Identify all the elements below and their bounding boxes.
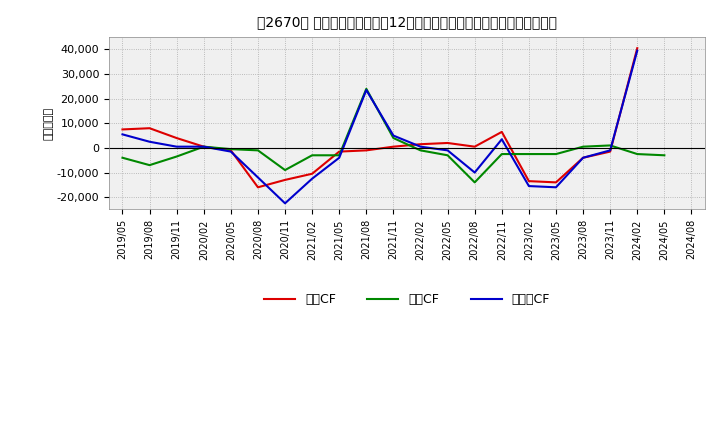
営業CF	[172, 136, 181, 141]
営業CF	[227, 148, 235, 153]
投資CF	[362, 86, 371, 92]
フリーCF	[335, 155, 343, 161]
投資CF	[444, 153, 452, 158]
営業CF	[281, 177, 289, 183]
投資CF	[470, 180, 479, 185]
投資CF	[606, 143, 614, 148]
フリーCF	[227, 149, 235, 154]
営業CF	[579, 155, 588, 161]
投資CF	[389, 136, 397, 141]
投資CF	[525, 151, 534, 157]
Y-axis label: （百万円）: （百万円）	[44, 107, 54, 140]
投資CF	[172, 154, 181, 159]
フリーCF	[362, 88, 371, 93]
フリーCF	[633, 48, 642, 53]
フリーCF	[118, 132, 127, 137]
Line: 投資CF: 投資CF	[122, 89, 665, 182]
投資CF	[145, 162, 154, 168]
フリーCF	[606, 148, 614, 153]
フリーCF	[172, 144, 181, 149]
営業CF	[444, 140, 452, 146]
投資CF	[335, 153, 343, 158]
フリーCF	[470, 170, 479, 175]
営業CF	[253, 185, 262, 190]
営業CF	[199, 144, 208, 149]
投資CF	[633, 151, 642, 157]
投資CF	[416, 148, 425, 153]
フリーCF	[498, 137, 506, 142]
営業CF	[308, 171, 317, 176]
Legend: 営業CF, 投資CF, フリーCF: 営業CF, 投資CF, フリーCF	[258, 288, 555, 311]
投資CF	[498, 151, 506, 157]
投資CF	[579, 144, 588, 149]
営業CF	[389, 144, 397, 149]
営業CF	[335, 149, 343, 154]
フリーCF	[444, 148, 452, 153]
フリーCF	[525, 183, 534, 189]
フリーCF	[552, 185, 560, 190]
Line: 営業CF: 営業CF	[122, 48, 637, 187]
投資CF	[281, 168, 289, 173]
Title: ［2670］ キャッシュフローの12か月移動合計の対前年同期増減額の推移: ［2670］ キャッシュフローの12か月移動合計の対前年同期増減額の推移	[257, 15, 557, 29]
営業CF	[606, 149, 614, 154]
投資CF	[552, 151, 560, 157]
営業CF	[498, 129, 506, 135]
フリーCF	[308, 176, 317, 181]
営業CF	[525, 179, 534, 184]
営業CF	[362, 148, 371, 153]
投資CF	[308, 153, 317, 158]
投資CF	[660, 153, 669, 158]
営業CF	[552, 180, 560, 185]
営業CF	[118, 127, 127, 132]
投資CF	[118, 155, 127, 161]
Line: フリーCF: フリーCF	[122, 51, 637, 203]
フリーCF	[281, 201, 289, 206]
投資CF	[227, 147, 235, 152]
フリーCF	[145, 139, 154, 144]
フリーCF	[416, 144, 425, 149]
フリーCF	[389, 133, 397, 138]
営業CF	[416, 142, 425, 147]
営業CF	[633, 46, 642, 51]
フリーCF	[253, 175, 262, 180]
営業CF	[145, 125, 154, 131]
フリーCF	[199, 144, 208, 149]
フリーCF	[579, 155, 588, 161]
投資CF	[253, 148, 262, 153]
営業CF	[470, 144, 479, 149]
投資CF	[199, 144, 208, 149]
